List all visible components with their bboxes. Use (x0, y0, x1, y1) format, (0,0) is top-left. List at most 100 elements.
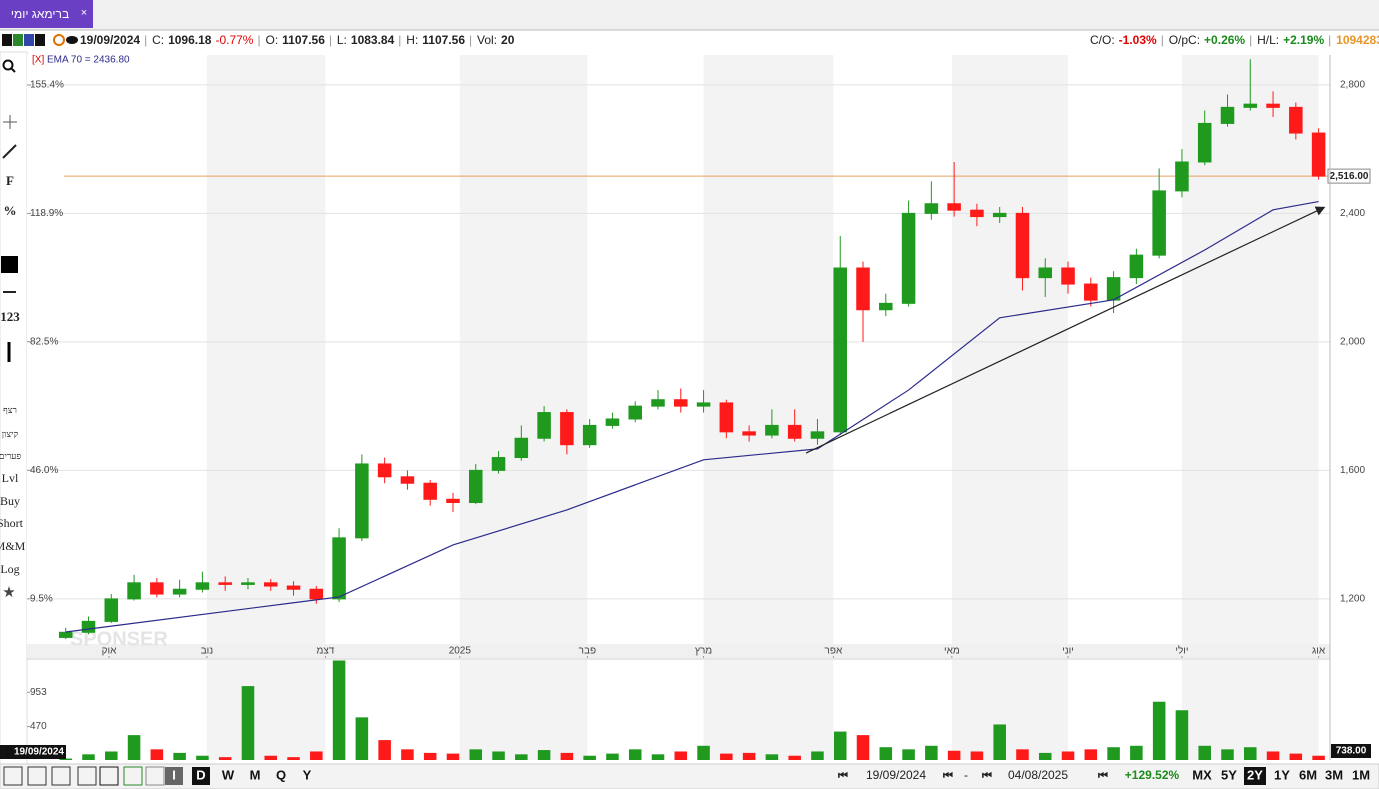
tool-icon[interactable] (123, 766, 143, 786)
y-tick-label: 2,800 (1340, 80, 1365, 91)
volume-bar (811, 751, 824, 760)
quote-icon[interactable] (66, 36, 78, 44)
volume-bar (879, 747, 893, 760)
zoom-box[interactable] (1244, 767, 1266, 785)
y2-tick-label: 9.5% (30, 593, 53, 604)
volume-bar (765, 754, 779, 760)
month-band (459, 55, 588, 658)
period-button[interactable]: D (196, 767, 205, 782)
candle-body (218, 582, 232, 585)
tool-label[interactable]: רצף (3, 405, 17, 415)
candle-body (1175, 161, 1189, 192)
tool-label[interactable]: Log (0, 562, 19, 576)
tool-label[interactable]: M&M (0, 539, 26, 553)
month-band (459, 660, 588, 760)
volume-bar (560, 752, 574, 760)
quote-icon[interactable] (2, 34, 12, 46)
indicator-close[interactable]: [X] (32, 55, 44, 66)
tool-icon[interactable] (27, 766, 47, 786)
candle-body (241, 582, 255, 585)
color-icon[interactable] (1, 256, 18, 273)
tool-label[interactable]: פערים (0, 451, 21, 461)
zoom-button[interactable]: 1Y (1274, 767, 1290, 782)
tool-label[interactable]: % (4, 203, 17, 218)
tool-label[interactable]: F (6, 173, 14, 188)
volume-bar (1084, 749, 1098, 760)
nav-arrows[interactable]: ⏮ (943, 770, 953, 782)
volume-bar (1244, 747, 1257, 760)
candle-body (127, 582, 141, 600)
ratio-value: +0.26% (1204, 33, 1245, 47)
candle-body (901, 212, 916, 304)
separator: | (144, 33, 147, 47)
period-button[interactable]: Y (303, 767, 312, 782)
zoom-button[interactable]: 5Y (1221, 767, 1237, 782)
period-box[interactable] (165, 767, 183, 785)
volume-bar (651, 754, 665, 760)
candle-body (696, 402, 711, 407)
candle-body (856, 267, 870, 311)
candle-body (1038, 267, 1053, 279)
quote-value: 20 (501, 33, 515, 47)
star-icon[interactable]: ★ (2, 584, 15, 601)
volume-bar (59, 758, 72, 760)
y-tick-label: 1,600 (1340, 465, 1365, 476)
candle-body (377, 463, 392, 478)
zoom-button[interactable]: 2Y (1247, 767, 1263, 782)
period-box[interactable] (192, 767, 210, 785)
volume-bar (446, 753, 460, 760)
candle-body (947, 203, 961, 211)
period-button[interactable]: I (172, 767, 176, 782)
y-tick-label: 2,400 (1340, 208, 1365, 219)
period-button[interactable]: W (222, 767, 235, 782)
search-icon[interactable] (2, 59, 14, 71)
candle-body (81, 620, 96, 633)
period-button[interactable]: M (250, 767, 261, 782)
volume-bar (720, 753, 733, 760)
tab-bar (0, 0, 1379, 30)
zoom-button[interactable]: MX (1192, 767, 1212, 782)
volume-bar (1312, 755, 1325, 760)
quote-value: 1107.56 (282, 33, 325, 47)
separator: | (469, 33, 472, 47)
x-tick-label: יוני (1062, 646, 1074, 657)
tool-icon[interactable] (77, 766, 97, 786)
plot: 2,800 2,400 2,000 1,600 1,200 155.4% 118.9% 82.… (0, 55, 1371, 760)
cursor-date: 19/09/2024 (14, 747, 64, 758)
zoom-button[interactable]: 1M (1352, 767, 1370, 782)
zoom-button[interactable]: 6M (1299, 767, 1317, 782)
tool-icon[interactable] (145, 766, 165, 786)
candle-body (1084, 283, 1098, 301)
tool-icon[interactable] (99, 766, 119, 786)
x-axis-band (27, 644, 1330, 658)
volume-bar (1061, 751, 1075, 760)
tool-label[interactable]: Buy (0, 494, 20, 508)
quote-icon[interactable] (13, 34, 23, 46)
tool-label[interactable]: Lvl (2, 471, 19, 485)
period-button[interactable]: Q (276, 767, 286, 782)
candle-body (423, 482, 437, 500)
tab-close[interactable]: × (81, 7, 87, 19)
tool-icon[interactable] (3, 766, 23, 786)
nav-arrows[interactable]: ⏮ (982, 770, 992, 782)
volume-bar (1130, 745, 1143, 760)
zoom-button[interactable]: 3M (1325, 767, 1343, 782)
quote-icon[interactable] (24, 34, 34, 46)
tool-label[interactable]: Short (0, 516, 24, 530)
range-separator: - (964, 768, 968, 782)
candle-body (1015, 212, 1030, 279)
tool-label[interactable]: קיצון (2, 429, 19, 439)
line-icon[interactable] (2, 144, 17, 159)
quote-icon[interactable] (53, 34, 65, 46)
tab[interactable] (0, 0, 93, 28)
tool-label[interactable]: 123 (0, 309, 20, 324)
quote-icon[interactable] (35, 34, 45, 46)
nav-arrows[interactable]: ⏮ (838, 770, 848, 782)
candle-body (1152, 190, 1166, 256)
tool-icon[interactable] (51, 766, 71, 786)
watermark: SPONSER (70, 628, 168, 650)
volume-bar (537, 750, 551, 760)
volume-bar (310, 751, 323, 760)
volume-bar (82, 754, 95, 760)
nav-arrows[interactable]: ⏮ (1098, 770, 1108, 782)
